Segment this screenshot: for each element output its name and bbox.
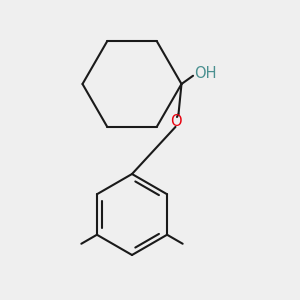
Text: OH: OH xyxy=(194,66,217,81)
Text: O: O xyxy=(170,114,181,129)
